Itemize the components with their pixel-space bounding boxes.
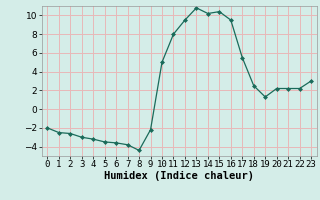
- X-axis label: Humidex (Indice chaleur): Humidex (Indice chaleur): [104, 171, 254, 181]
